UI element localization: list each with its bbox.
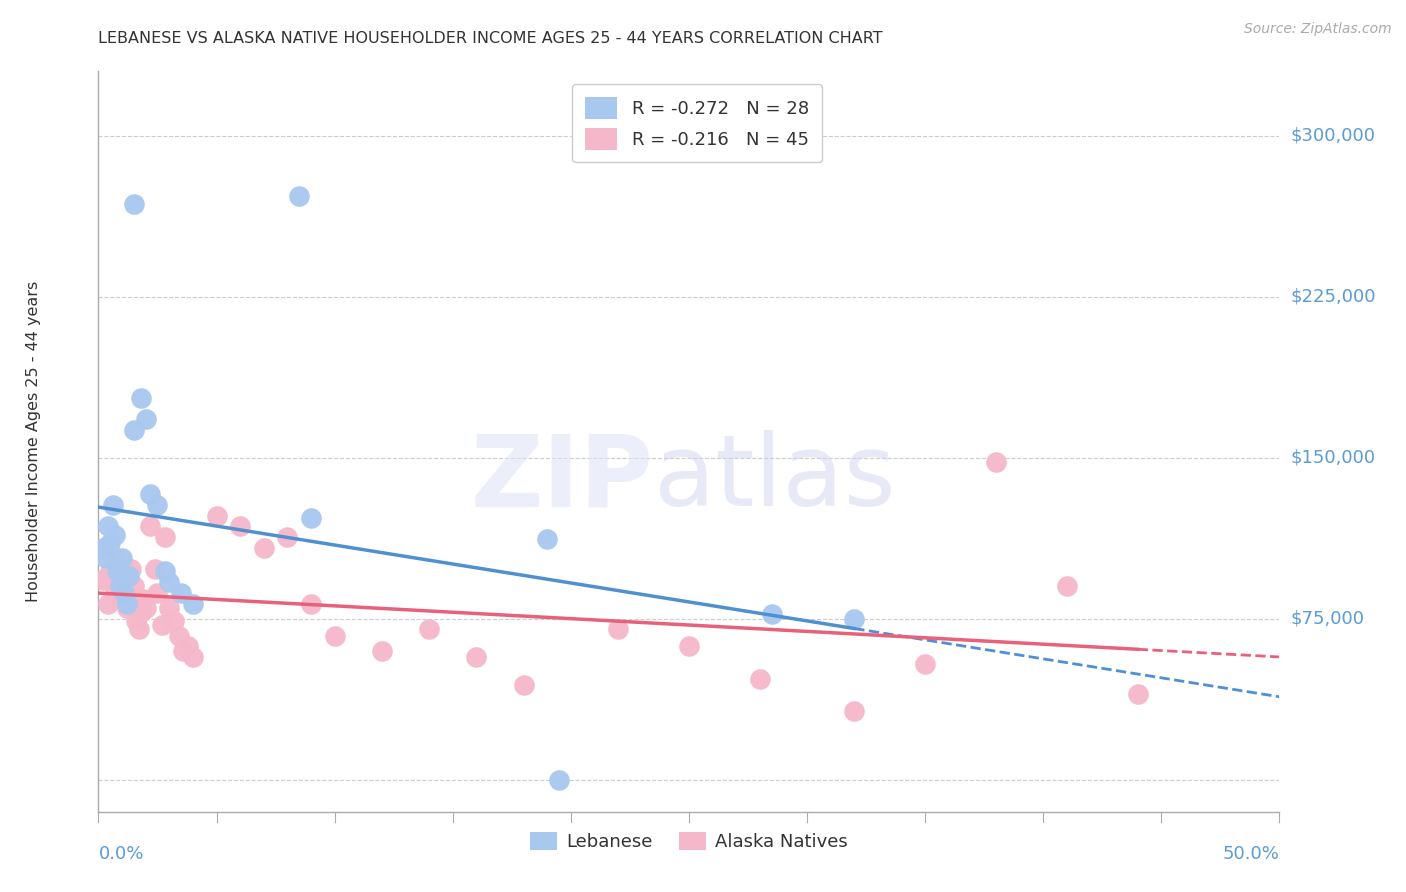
- Text: LEBANESE VS ALASKA NATIVE HOUSEHOLDER INCOME AGES 25 - 44 YEARS CORRELATION CHAR: LEBANESE VS ALASKA NATIVE HOUSEHOLDER IN…: [98, 31, 883, 46]
- Point: [844, 611, 866, 625]
- Point: [678, 640, 700, 654]
- Point: [172, 644, 194, 658]
- Point: [105, 551, 128, 566]
- Point: [181, 597, 204, 611]
- Point: [748, 672, 770, 686]
- Text: $75,000: $75,000: [1291, 609, 1365, 628]
- Point: [121, 562, 143, 576]
- Point: [101, 498, 124, 512]
- Point: [105, 565, 128, 579]
- Point: [104, 586, 127, 600]
- Point: [914, 657, 936, 671]
- Point: [122, 197, 145, 211]
- Text: Householder Income Ages 25 - 44 years: Householder Income Ages 25 - 44 years: [25, 281, 41, 602]
- Point: [112, 586, 135, 600]
- Point: [135, 412, 157, 426]
- Point: [146, 498, 169, 512]
- Point: [111, 568, 134, 582]
- Point: [97, 597, 120, 611]
- Point: [108, 579, 131, 593]
- Point: [122, 423, 145, 437]
- Text: $300,000: $300,000: [1291, 127, 1375, 145]
- Point: [132, 592, 155, 607]
- Point: [253, 541, 276, 555]
- Point: [607, 623, 630, 637]
- Point: [1126, 687, 1149, 701]
- Point: [548, 772, 571, 787]
- Point: [143, 562, 166, 576]
- Point: [465, 650, 488, 665]
- Point: [91, 573, 114, 587]
- Text: atlas: atlas: [654, 430, 896, 527]
- Point: [150, 618, 173, 632]
- Point: [125, 614, 148, 628]
- Point: [167, 629, 190, 643]
- Point: [111, 551, 134, 566]
- Point: [984, 455, 1007, 469]
- Point: [276, 530, 298, 544]
- Text: $225,000: $225,000: [1291, 288, 1376, 306]
- Point: [205, 508, 228, 523]
- Point: [177, 640, 200, 654]
- Point: [118, 568, 141, 582]
- Point: [94, 551, 117, 566]
- Point: [153, 530, 176, 544]
- Point: [323, 629, 346, 643]
- Point: [104, 528, 127, 542]
- Point: [108, 579, 131, 593]
- Point: [139, 519, 162, 533]
- Text: 50.0%: 50.0%: [1223, 845, 1279, 863]
- Point: [115, 600, 138, 615]
- Text: ZIP: ZIP: [471, 430, 654, 527]
- Point: [135, 600, 157, 615]
- Point: [288, 189, 311, 203]
- Point: [163, 614, 186, 628]
- Point: [98, 565, 121, 579]
- Point: [115, 597, 138, 611]
- Point: [418, 623, 440, 637]
- Point: [299, 510, 322, 524]
- Point: [128, 623, 150, 637]
- Point: [157, 575, 180, 590]
- Point: [146, 586, 169, 600]
- Point: [97, 519, 120, 533]
- Point: [299, 597, 322, 611]
- Point: [844, 704, 866, 718]
- Point: [181, 650, 204, 665]
- Point: [122, 579, 145, 593]
- Text: 0.0%: 0.0%: [98, 845, 143, 863]
- Text: $150,000: $150,000: [1291, 449, 1375, 467]
- Text: Source: ZipAtlas.com: Source: ZipAtlas.com: [1244, 22, 1392, 37]
- Point: [91, 541, 114, 555]
- Point: [129, 605, 152, 619]
- Point: [139, 487, 162, 501]
- Point: [229, 519, 252, 533]
- Point: [98, 536, 121, 550]
- Point: [118, 592, 141, 607]
- Point: [129, 391, 152, 405]
- Point: [371, 644, 394, 658]
- Point: [761, 607, 783, 622]
- Point: [536, 532, 558, 546]
- Point: [157, 600, 180, 615]
- Point: [512, 678, 534, 692]
- Legend: Lebanese, Alaska Natives: Lebanese, Alaska Natives: [523, 824, 855, 858]
- Point: [153, 565, 176, 579]
- Point: [1056, 579, 1078, 593]
- Point: [170, 586, 193, 600]
